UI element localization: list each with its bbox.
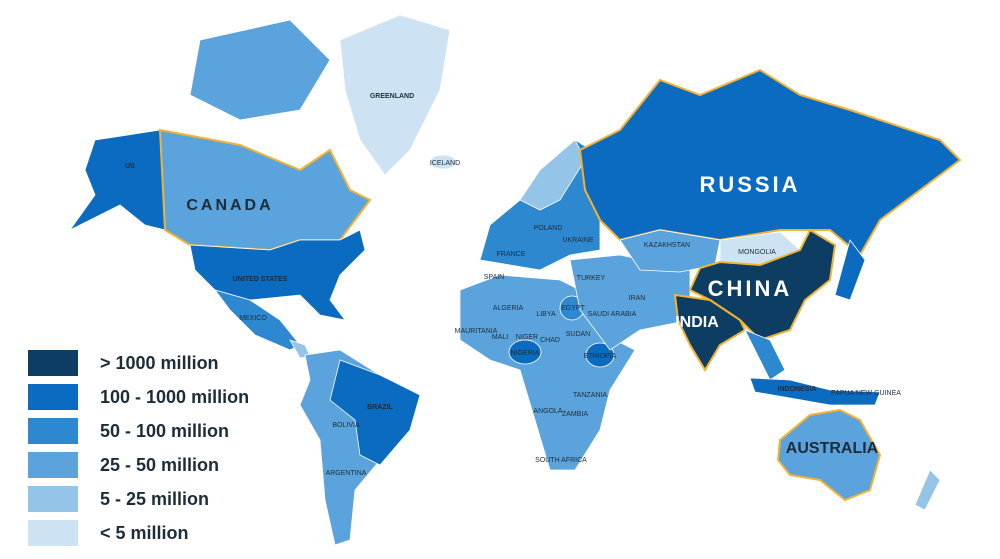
legend-swatch — [28, 486, 78, 512]
country-label: PAPUA NEW GUINEA — [831, 390, 901, 397]
country-label: MONGOLIA — [738, 249, 776, 256]
legend: > 1000 million 100 - 1000 million 50 - 100… — [28, 350, 249, 546]
legend-label: 25 - 50 million — [100, 455, 219, 475]
legend-label: > 1000 million — [100, 353, 219, 373]
country-label: GREENLAND — [370, 93, 414, 100]
legend-swatch — [28, 520, 78, 546]
country-label: BRAZIL — [367, 404, 393, 411]
legend-swatch — [28, 384, 78, 410]
country-label: AUSTRALIA — [786, 440, 879, 457]
country-label: CANADA — [186, 197, 273, 214]
country-label: SOUTH AFRICA — [535, 457, 587, 464]
country-label: EGYPT — [561, 305, 585, 312]
country-label: ETHIOPIA — [584, 353, 617, 360]
country-label: POLAND — [534, 225, 563, 232]
country-label: INDONESIA — [778, 386, 817, 393]
country-label: BOLIVIA — [332, 422, 360, 429]
country-label: TANZANIA — [573, 392, 607, 399]
country-label: MAURITANIA — [455, 328, 498, 335]
country-label: SPAIN — [484, 274, 505, 281]
country-label: MALI — [492, 334, 508, 341]
legend-label: < 5 million — [100, 523, 189, 543]
country-label: LIBYA — [536, 311, 556, 318]
country-label: IRAN — [629, 295, 646, 302]
country-label: ALGERIA — [493, 305, 524, 312]
country-label: CHAD — [540, 337, 560, 344]
legend-swatch — [28, 350, 78, 376]
country-labels: GREENLAND ICELAND US CANADA UNITED STATE… — [125, 93, 901, 477]
country-label: ZAMBIA — [562, 411, 588, 418]
country-label: NIGER — [516, 334, 538, 341]
country-label: KAZAKHSTAN — [644, 242, 690, 249]
country-label: ANGOLA — [533, 408, 563, 415]
legend-label: 50 - 100 million — [100, 421, 229, 441]
land — [69, 14, 962, 546]
country-label: ARGENTINA — [326, 470, 367, 477]
country-label: FRANCE — [497, 251, 526, 258]
country-label: SAUDI ARABIA — [588, 311, 637, 318]
country-label: NIGERIA — [511, 350, 540, 357]
country-label: TURKEY — [577, 275, 606, 282]
legend-swatch — [28, 418, 78, 444]
country-label: ICELAND — [430, 160, 460, 167]
legend-swatch — [28, 452, 78, 478]
country-label: UKRAINE — [562, 237, 593, 244]
country-label: RUSSIA — [699, 172, 800, 197]
country-label: MEXICO — [239, 315, 267, 322]
country-label: INDIA — [675, 314, 719, 331]
country-label: CHINA — [708, 276, 793, 301]
country-label: US — [125, 163, 135, 170]
legend-label: 100 - 1000 million — [100, 387, 249, 407]
country-label: UNITED STATES — [233, 276, 288, 283]
country-label: SUDAN — [566, 331, 591, 338]
legend-label: 5 - 25 million — [100, 489, 209, 509]
